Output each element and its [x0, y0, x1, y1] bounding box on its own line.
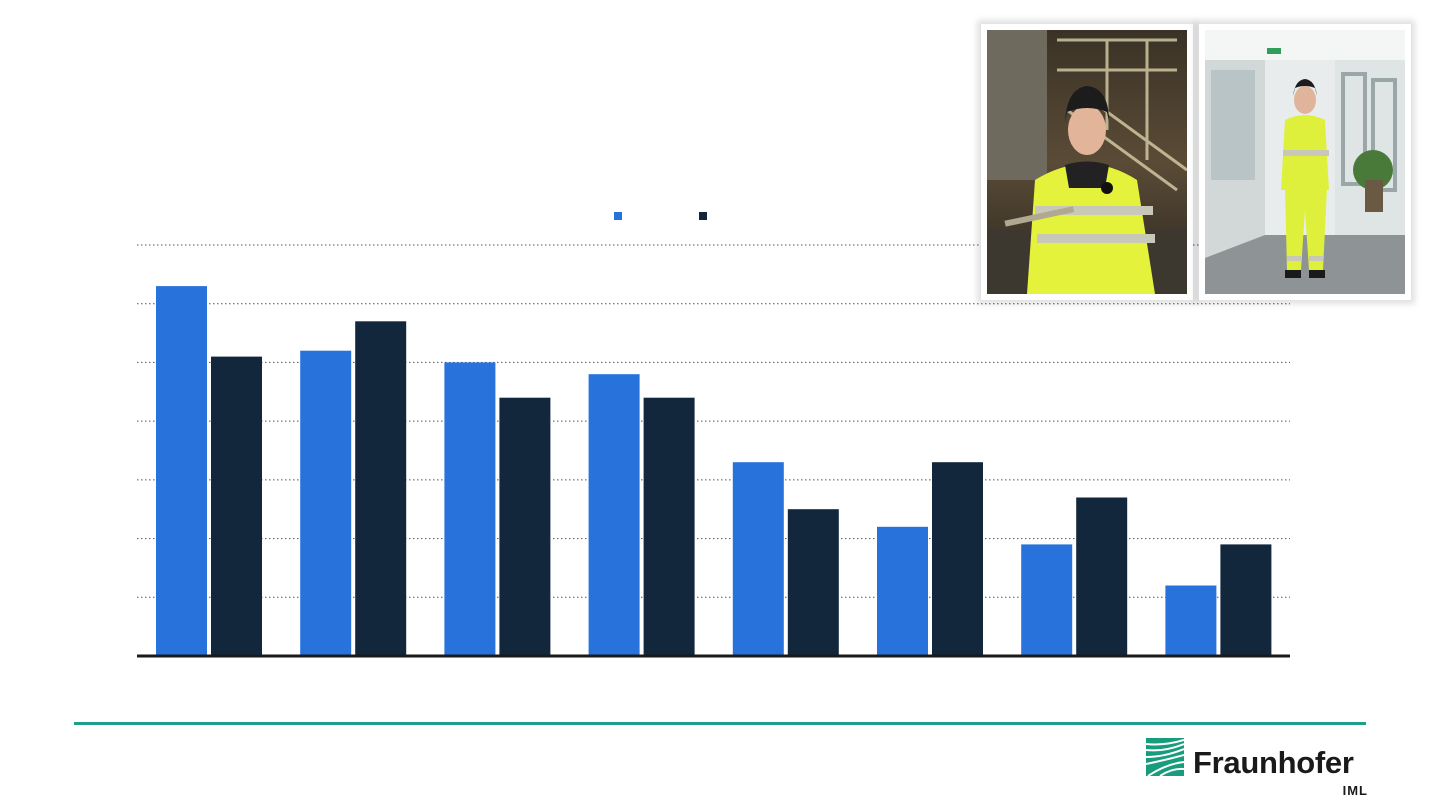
bar-series2-4 — [643, 397, 695, 656]
bar-series1-8 — [1165, 585, 1217, 656]
fraunhofer-logo-icon — [1146, 738, 1184, 776]
bar-series1-1 — [156, 286, 207, 656]
fraunhofer-logo: Fraunhofer IML — [1146, 738, 1368, 802]
bar-series1-3 — [444, 362, 496, 656]
bar-series2-2 — [355, 321, 407, 656]
logo-wordmark: Fraunhofer — [1193, 745, 1354, 780]
bar-series1-7 — [1021, 544, 1073, 656]
bar-series1-6 — [877, 526, 928, 656]
bar-series2-3 — [499, 397, 551, 656]
bar-series1-4 — [588, 374, 640, 656]
bar-series2-5 — [787, 509, 839, 656]
bar-series2-6 — [932, 462, 983, 656]
legend-marker-series1 — [614, 212, 622, 220]
bar-series2-1 — [211, 356, 262, 656]
photo-worker-office — [1199, 24, 1411, 300]
bar-series2-7 — [1076, 497, 1128, 656]
photo-worker-airport — [981, 24, 1193, 300]
worker-office-corridor-photo — [1205, 30, 1405, 294]
bar-series1-2 — [300, 350, 352, 656]
bar-chart — [137, 212, 1290, 658]
legend-marker-series2 — [699, 212, 707, 220]
bar-series2-8 — [1220, 544, 1272, 656]
logo-subtitle: IML — [1342, 783, 1368, 798]
worker-airport-night-photo — [987, 30, 1187, 294]
bar-series1-5 — [732, 462, 784, 656]
footer-divider — [74, 722, 1366, 725]
